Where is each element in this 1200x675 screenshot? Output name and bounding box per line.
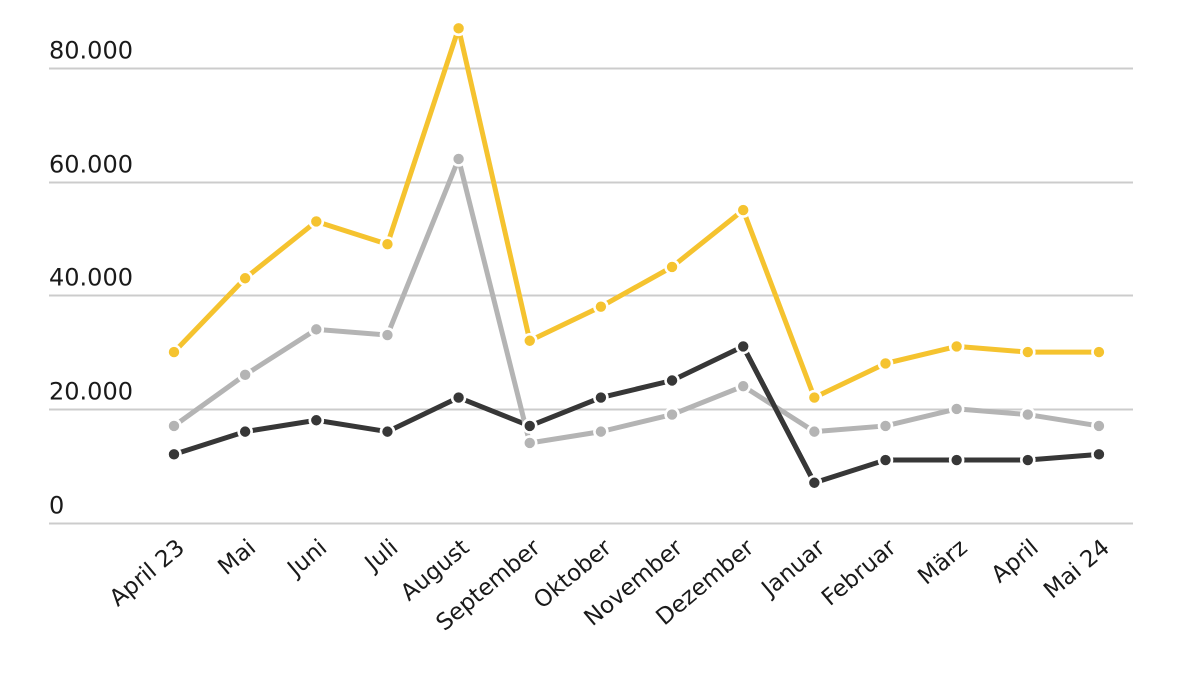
data-point-gray [664,406,680,423]
data-point-dark [379,423,396,440]
data-point-gray [521,435,538,451]
data-point-gray [1020,406,1036,423]
data-point-gray [735,378,752,394]
series-yellow-line [171,25,1102,401]
data-point-dark [664,372,680,389]
data-point-dark [308,412,325,429]
data-point-gray [450,151,467,167]
data-point-dark [237,423,253,440]
data-point-dark [735,338,752,355]
x-tick-label: Februar [817,534,902,611]
y-tick-label: 80.000 [49,37,133,65]
data-point-dark [450,389,467,406]
data-point-yellow [1091,344,1107,360]
data-point-gray [806,423,823,440]
data-point-dark [1020,452,1036,468]
data-point-gray [877,418,894,434]
y-tick-label: 0 [49,492,64,520]
data-point-yellow [593,298,609,315]
y-tick-label: 60.000 [49,151,133,179]
data-point-gray [166,418,182,434]
data-point-gray [308,321,325,338]
x-tick-label: Juni [281,535,332,583]
x-tick-label: April 23 [105,535,190,612]
x-tick-label: April [987,535,1044,589]
data-point-dark [593,389,609,406]
data-point-yellow [450,20,467,37]
data-point-gray [1091,418,1107,434]
data-point-yellow [806,389,823,406]
data-point-yellow [664,259,680,275]
data-point-dark [166,446,182,463]
data-point-yellow [735,202,752,218]
series-gray-line [171,156,1102,446]
data-point-gray [593,423,609,440]
data-point-gray [948,401,965,417]
data-point-yellow [308,213,325,230]
x-tick-label: Juli [359,535,403,578]
data-point-dark [877,452,894,468]
data-point-yellow [379,236,396,252]
series-dark-line [171,343,1102,486]
x-tick-label: März [913,535,972,591]
data-point-gray [237,367,253,383]
data-point-dark [806,474,823,491]
y-tick-label: 20.000 [49,378,133,406]
y-tick-label: 40.000 [49,264,133,292]
x-tick-label: Mai [213,535,261,581]
data-point-yellow [237,270,253,287]
data-point-yellow [521,332,538,349]
data-point-gray [379,327,396,343]
series-dark-line-overlap-segment [740,343,817,486]
x-tick-label: Mai 24 [1039,535,1115,604]
data-point-yellow [948,338,965,355]
data-point-yellow [166,344,182,360]
data-point-dark [521,418,538,434]
data-point-dark [948,452,965,468]
data-point-dark [1091,446,1107,463]
data-point-yellow [1020,344,1036,360]
data-point-yellow [877,355,894,372]
